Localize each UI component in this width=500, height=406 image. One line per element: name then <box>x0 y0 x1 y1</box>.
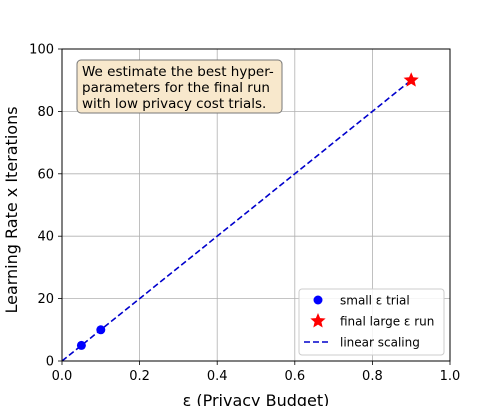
y-tick-label: 20 <box>37 292 54 307</box>
legend-symbol-circle <box>313 295 323 305</box>
series-markers <box>76 72 419 350</box>
annotation-line: We estimate the best hyper- <box>82 64 274 80</box>
y-tick-label: 60 <box>37 167 54 182</box>
y-tick-label: 100 <box>29 43 54 58</box>
legend-entry-small-trial: small ε trial <box>340 294 410 308</box>
y-axis-label: Learning Rate x Iterations <box>2 106 21 313</box>
legend-entry-linear-scaling: linear scaling <box>340 336 420 350</box>
legend-box <box>298 288 445 356</box>
axes-frame <box>61 48 451 362</box>
y-tick-label: 40 <box>37 230 54 245</box>
axis-ticks: 0.0 0.2 0.4 0.6 0.8 1.0 0 20 40 60 80 100 <box>29 43 460 385</box>
y-tick-label: 0 <box>46 355 54 370</box>
data-point <box>76 340 86 350</box>
annotation-background <box>76 59 283 114</box>
annotation-line: with low privacy cost trials. <box>82 96 266 112</box>
x-tick-label: 1.0 <box>440 369 461 384</box>
legend-symbols <box>304 295 331 343</box>
x-tick-label: 0.8 <box>362 369 383 384</box>
series-lines <box>61 79 412 362</box>
x-tick-label: 0.4 <box>207 369 228 384</box>
data-point-star <box>403 72 419 87</box>
x-tick-label: 0.6 <box>284 369 305 384</box>
y-tick-label: 80 <box>37 105 54 120</box>
x-tick-label: 0.0 <box>52 369 73 384</box>
legend-symbol-star <box>310 313 326 328</box>
x-tick-label: 0.2 <box>129 369 150 384</box>
data-point <box>96 325 106 335</box>
series-line-linear-scaling <box>61 79 412 362</box>
legend-entry-final-run: final large ε run <box>340 315 434 329</box>
x-axis-label: ε (Privacy Budget) <box>183 391 330 406</box>
annotation-box: We estimate the best hyper- parameters f… <box>76 59 283 114</box>
legend: small ε trial final large ε run linear s… <box>298 288 445 356</box>
annotation-line: parameters for the final run <box>82 80 270 96</box>
